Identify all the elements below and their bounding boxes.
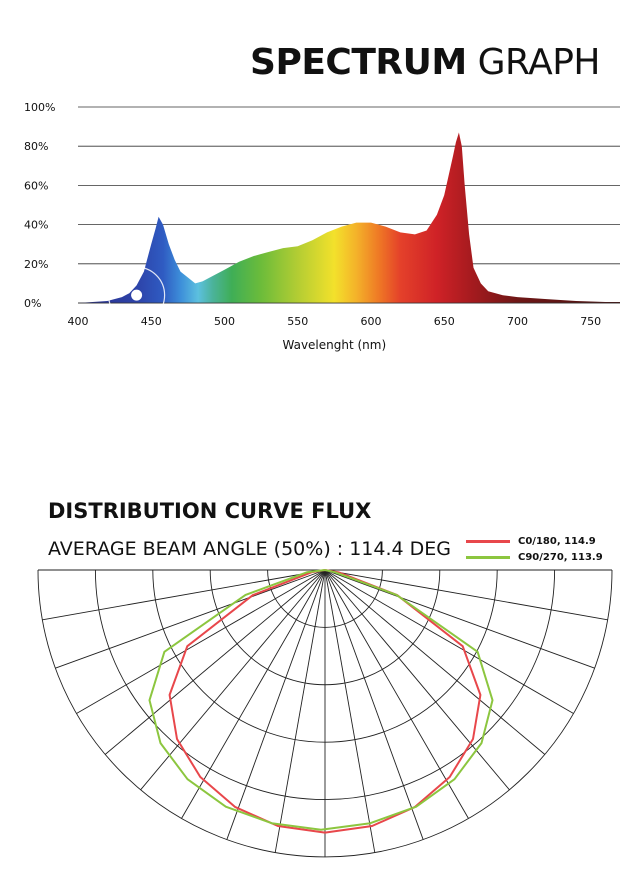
polar-ring (267, 569, 383, 628)
marker-ring (107, 266, 166, 324)
polar-spoke (324, 569, 510, 791)
x-tick-label: 750 (580, 315, 601, 328)
y-tick-label: 80% (24, 140, 48, 153)
x-tick-label: 500 (214, 315, 235, 328)
polar-ring (94, 569, 556, 801)
y-tick-label: 60% (24, 179, 48, 192)
x-tick-label: 650 (434, 315, 455, 328)
polar-spoke (181, 569, 326, 819)
spectrum-chart: 0% 20% 40% 60% 80% 100% 400 450 500 550 600 650 700 7… (24, 101, 620, 352)
legend-entry: C90/270, 113.9 (466, 549, 603, 565)
x-tick-label: 400 (68, 315, 89, 328)
x-tick-label: 700 (507, 315, 528, 328)
x-tick-label: 600 (360, 315, 381, 328)
polar-spoke (226, 569, 326, 840)
marker-dot (131, 289, 143, 301)
polar-ring (209, 569, 441, 686)
polar-spoke (324, 569, 608, 621)
polar-spoke (324, 569, 546, 755)
x-axis-label: Wavelenght (nm) (283, 338, 387, 352)
x-tick-label: 450 (141, 315, 162, 328)
polar-spoke (274, 569, 326, 853)
polar-spoke (42, 569, 326, 621)
polar-spoke (140, 569, 326, 791)
polar-spoke (324, 569, 595, 669)
y-tick-label: 0% (24, 297, 41, 310)
beam-angle-subtitle: AVERAGE BEAM ANGLE (50%) : 114.4 DEG (48, 538, 452, 560)
legend-swatch-green (466, 555, 510, 559)
polar-spoke (55, 569, 326, 669)
spectrum-title-bold: SPECTRUM (250, 42, 467, 83)
x-tick-label: 550 (287, 315, 308, 328)
polar-spoke (324, 569, 424, 840)
legend-swatch-red (466, 539, 510, 543)
spectrum-title-normal: GRAPH (477, 42, 601, 83)
legend-entry: C0/180, 114.9 (466, 533, 603, 549)
polar-distribution-chart (37, 569, 613, 858)
polar-series-1 (148, 569, 494, 831)
polar-legend: C0/180, 114.9 C90/270, 113.9 (466, 533, 603, 565)
y-tick-label: 40% (24, 219, 48, 232)
polar-spoke (324, 569, 469, 819)
polar-ring (152, 569, 498, 743)
spectrum-graph-title: SPECTRUM GRAPH (250, 42, 600, 83)
distribution-title: DISTRIBUTION CURVE FLUX (48, 499, 372, 523)
polar-grid (37, 569, 613, 858)
legend-label: C0/180, 114.9 (518, 535, 596, 547)
spectrum-area (78, 132, 620, 303)
polar-spoke (104, 569, 326, 755)
polar-spoke (324, 569, 376, 853)
polar-spoke (76, 569, 326, 714)
y-tick-label: 20% (24, 258, 48, 271)
polar-spoke (324, 569, 574, 714)
polar-ring (37, 569, 613, 858)
polar-series-0 (168, 569, 482, 834)
y-tick-label: 100% (24, 101, 55, 114)
legend-label: C90/270, 113.9 (518, 551, 603, 563)
